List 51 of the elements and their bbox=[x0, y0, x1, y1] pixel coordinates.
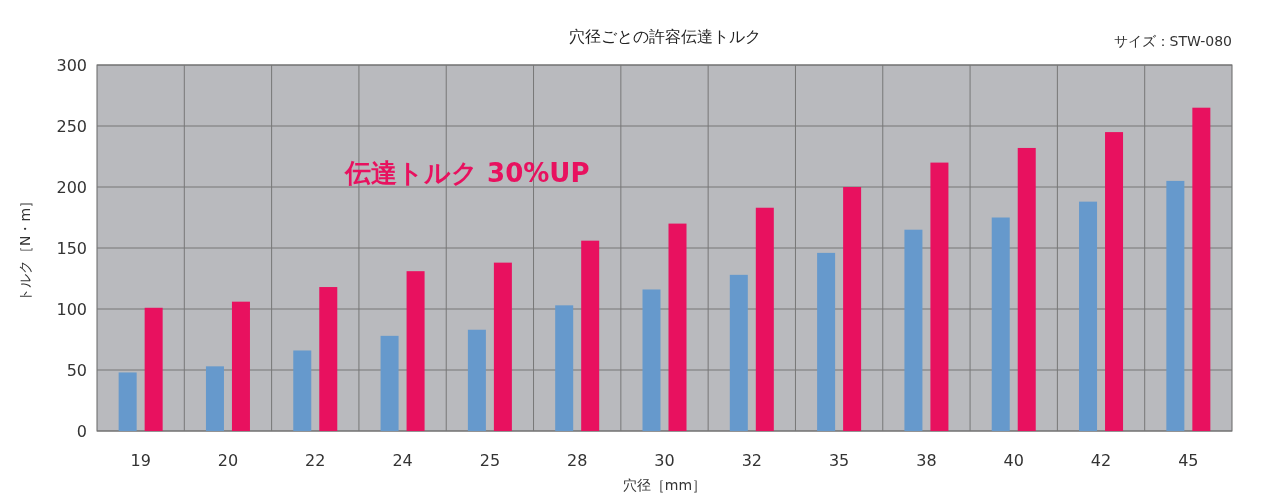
bar bbox=[817, 252, 836, 431]
bar bbox=[930, 162, 949, 431]
bar bbox=[729, 274, 748, 431]
chart-title: 穴径ごとの許容伝達トルク bbox=[568, 27, 761, 46]
bar bbox=[904, 229, 923, 431]
x-tick-label: 24 bbox=[392, 451, 413, 470]
x-tick-label: 22 bbox=[305, 451, 326, 470]
bar bbox=[467, 329, 486, 431]
x-tick-label: 20 bbox=[217, 451, 239, 470]
y-tick-label: 300 bbox=[56, 56, 87, 75]
x-tick-label: 30 bbox=[654, 451, 675, 470]
bar bbox=[843, 187, 862, 431]
y-tick-label: 0 bbox=[76, 422, 87, 441]
y-tick-label: 150 bbox=[56, 239, 87, 258]
bar bbox=[991, 217, 1010, 431]
y-tick-label: 50 bbox=[66, 361, 87, 380]
x-axis-title: 穴径［mm］ bbox=[622, 477, 707, 493]
y-tick-label: 200 bbox=[56, 178, 87, 197]
bar bbox=[1192, 107, 1211, 431]
x-tick-label: 28 bbox=[567, 451, 588, 470]
x-tick-label: 32 bbox=[741, 451, 762, 470]
bar bbox=[380, 335, 399, 431]
bar bbox=[668, 223, 687, 431]
x-tick-label: 38 bbox=[916, 451, 937, 470]
bar bbox=[231, 301, 250, 431]
x-tick-label: 25 bbox=[479, 451, 501, 470]
x-tick-label: 19 bbox=[130, 451, 151, 470]
bar bbox=[144, 307, 163, 431]
bar bbox=[293, 350, 312, 431]
bar bbox=[1017, 147, 1036, 431]
bar bbox=[555, 305, 574, 431]
bar bbox=[1166, 180, 1185, 431]
bar bbox=[118, 372, 137, 431]
annotation: 伝達トルク 30%UP bbox=[344, 158, 590, 188]
bar bbox=[581, 240, 600, 431]
bar bbox=[205, 366, 224, 431]
x-tick-label: 35 bbox=[828, 451, 850, 470]
bar bbox=[1079, 201, 1098, 431]
chart-subtitle: サイズ：STW-080 bbox=[1113, 33, 1232, 49]
bar bbox=[1105, 132, 1124, 431]
x-tick-label: 42 bbox=[1090, 451, 1112, 470]
y-tick-label: 250 bbox=[56, 117, 87, 136]
bar bbox=[755, 207, 774, 431]
y-axis-title: トルク［N・m］ bbox=[17, 193, 33, 303]
bar bbox=[319, 287, 338, 431]
bar bbox=[642, 289, 661, 431]
x-tick-label: 40 bbox=[1003, 451, 1024, 470]
x-tick-label: 45 bbox=[1178, 451, 1199, 470]
y-tick-label: 100 bbox=[56, 300, 87, 319]
bar bbox=[493, 262, 512, 431]
bar bbox=[406, 271, 425, 431]
